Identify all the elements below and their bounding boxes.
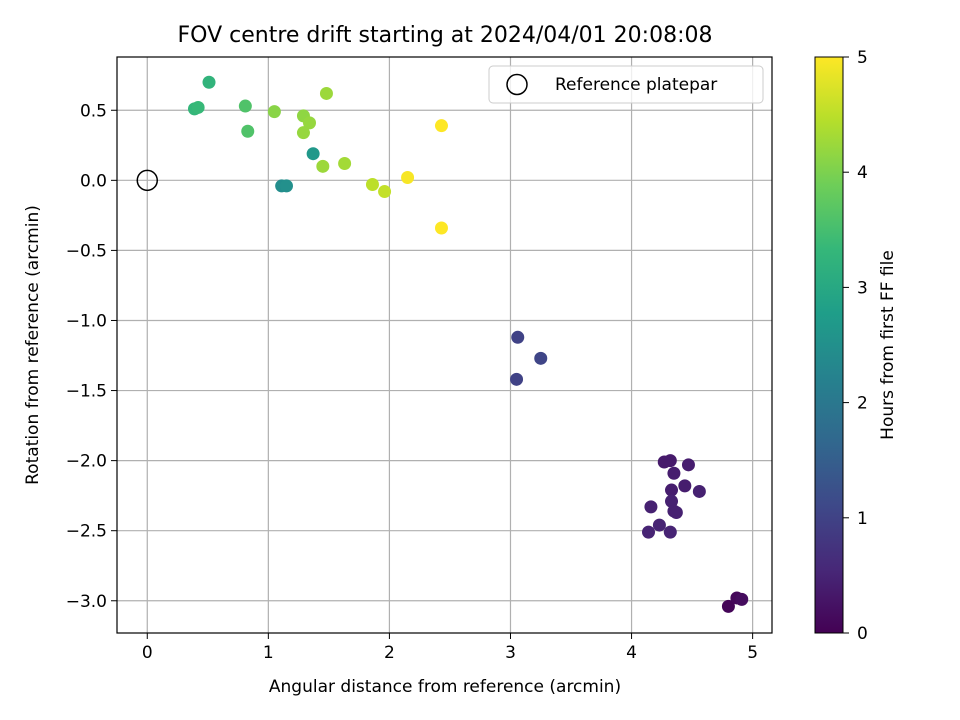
scatter-point <box>663 454 677 468</box>
scatter-point <box>202 75 216 89</box>
x-tick-label: 3 <box>505 643 516 663</box>
scatter-point <box>296 126 310 140</box>
scatter-point <box>434 119 448 133</box>
colorbar-ticks: 0 1 2 3 4 5 <box>843 48 868 644</box>
colorbar-tick-label: 0 <box>857 624 868 644</box>
y-tick-label: 0.5 <box>80 101 107 121</box>
scatter-point <box>534 351 548 365</box>
y-tick-label: −1.5 <box>66 382 107 402</box>
scatter-point <box>663 525 677 539</box>
y-tick-label: −3.0 <box>66 592 107 612</box>
scatter-point <box>642 525 656 539</box>
legend-label: Reference platepar <box>555 75 717 95</box>
legend-marker-open-circle <box>506 73 528 96</box>
scatter-point <box>365 178 379 192</box>
scatter-point <box>303 116 317 130</box>
scatter-point <box>652 518 666 532</box>
x-tick-label: 5 <box>747 643 758 663</box>
scatter-point <box>665 494 679 508</box>
scatter-point <box>280 179 294 193</box>
scatter-point <box>238 99 252 113</box>
scatter-point <box>692 484 706 498</box>
chart-title: FOV centre drift starting at 2024/04/01 … <box>178 23 713 48</box>
scatter-point <box>721 599 735 613</box>
x-tick-label: 4 <box>626 643 637 663</box>
x-axis-label: Angular distance from reference (arcmin) <box>269 677 621 697</box>
reference-platepar-marker <box>136 169 159 192</box>
colorbar-tick-label: 3 <box>857 278 868 298</box>
scatter-point <box>191 100 205 114</box>
scatter-point <box>510 372 524 386</box>
scatter-point <box>306 147 320 161</box>
scatter-points <box>187 75 749 613</box>
scatter-point <box>669 505 683 519</box>
scatter-point <box>665 483 679 497</box>
scatter-point <box>338 157 352 171</box>
scatter-point <box>319 86 333 100</box>
x-tick-label: 2 <box>384 643 395 663</box>
scatter-point <box>678 479 692 493</box>
y-tick-label: −2.0 <box>66 452 107 472</box>
legend-box <box>488 65 764 104</box>
plot-area-frame <box>116 56 773 634</box>
x-axis-ticks: 0 1 2 3 4 5 <box>142 633 758 663</box>
colorbar-tick-label: 1 <box>857 509 868 529</box>
colorbar-gradient <box>814 56 844 634</box>
reference-point <box>136 169 159 192</box>
y-tick-label: −1.0 <box>66 311 107 331</box>
colorbar-tick-label: 2 <box>857 394 868 414</box>
gridlines <box>117 57 772 633</box>
scatter-point <box>667 466 681 480</box>
colorbar-tick-label: 4 <box>857 163 868 183</box>
y-tick-label: −2.5 <box>66 522 107 542</box>
colorbar-label: Hours from first FF file <box>878 250 898 440</box>
y-tick-label: 0.0 <box>80 171 107 191</box>
scatter-point <box>511 330 525 344</box>
y-axis-ticks: 0.5 0.0 −0.5 −1.0 −1.5 −2.0 −2.5 −3.0 <box>66 101 117 612</box>
scatter-point <box>681 458 695 472</box>
y-axis-label: Rotation from reference (arcmin) <box>23 205 43 485</box>
x-tick-label: 0 <box>142 643 153 663</box>
scatter-point <box>378 185 392 199</box>
scatter-point <box>401 171 415 185</box>
colorbar-tick-label: 5 <box>857 48 868 68</box>
scatter-point <box>735 592 749 606</box>
scatter-point <box>316 159 330 173</box>
x-tick-label: 1 <box>263 643 274 663</box>
scatter-point <box>434 221 448 235</box>
colorbar: 0 1 2 3 4 5 Hours from first FF file <box>814 48 898 644</box>
scatter-point <box>241 124 255 138</box>
scatter-point <box>644 500 658 514</box>
legend: Reference platepar <box>488 65 764 104</box>
y-tick-label: −0.5 <box>66 241 107 261</box>
scatter-point <box>267 105 281 119</box>
